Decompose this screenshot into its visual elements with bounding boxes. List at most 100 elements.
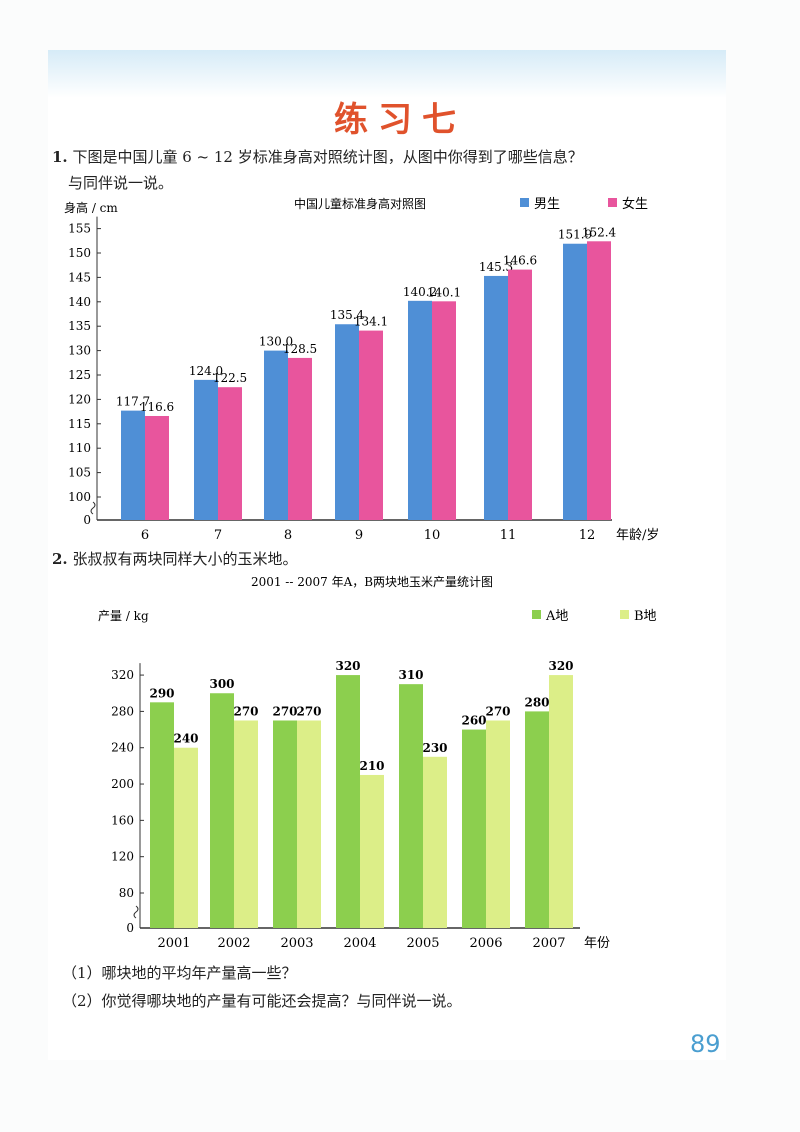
- x-axis-label: 年份: [584, 936, 610, 951]
- bar: [563, 243, 587, 520]
- y-tick-label: 240: [111, 741, 134, 755]
- y-tick-label: 120: [111, 850, 134, 864]
- bar: [462, 729, 486, 928]
- question-1-line2: 与同伴说一说。: [68, 174, 174, 192]
- legend-label: 男生: [534, 197, 560, 212]
- data-label: 280: [524, 695, 549, 709]
- question-text: 张叔叔有两块同样大小的玉米地。: [72, 550, 298, 568]
- data-label: 134.1: [354, 315, 388, 329]
- data-label: 117.7: [116, 395, 150, 409]
- y-tick-label: 280: [111, 704, 134, 718]
- bar: [145, 415, 169, 520]
- page-number: 89: [690, 1030, 721, 1058]
- y-tick-label: 115: [68, 417, 91, 431]
- data-label: 270: [272, 704, 297, 718]
- sub-question-2: （2）你觉得哪块地的产量有可能还会提高？与同伴说一说。: [62, 992, 462, 1010]
- y-tick-label: 150: [68, 246, 91, 260]
- question-number: 2.: [52, 550, 68, 568]
- x-tick-label: 2002: [217, 936, 250, 951]
- legend-swatch: [620, 610, 629, 619]
- data-label: 310: [398, 668, 423, 682]
- bar: [297, 720, 321, 928]
- x-tick-label: 9: [355, 528, 363, 543]
- bar: [484, 275, 508, 520]
- y-axis-label: 身高 / cm: [64, 200, 118, 215]
- data-label: 270: [233, 704, 258, 718]
- data-label: 122.5: [213, 371, 247, 385]
- bar: [432, 301, 456, 520]
- y-axis-label: 产量 / kg: [98, 609, 149, 623]
- bar: [587, 241, 611, 520]
- x-tick-label: 2001: [157, 936, 190, 951]
- bar: [210, 693, 234, 928]
- bar: [264, 350, 288, 520]
- legend-label: 女生: [622, 196, 648, 212]
- x-tick-label: 8: [284, 528, 292, 543]
- bar: [525, 711, 549, 928]
- legend-swatch: [608, 198, 617, 207]
- axis-break: [133, 905, 139, 919]
- x-tick-label: 11: [500, 528, 517, 543]
- bar: [336, 675, 360, 928]
- x-tick-label: 2003: [280, 936, 313, 951]
- x-axis-label: 年龄/岁: [616, 528, 659, 543]
- header-band: [48, 50, 726, 98]
- y-tick-label: 320: [111, 668, 134, 682]
- y-tick-label: 140: [68, 295, 91, 309]
- x-tick-label: 2004: [343, 936, 376, 951]
- bar: [359, 330, 383, 520]
- x-tick-label: 6: [141, 528, 149, 543]
- y-tick-label: 110: [68, 441, 91, 455]
- legend-label: B地: [634, 609, 657, 624]
- y-tick-label: 0: [126, 921, 134, 935]
- page-title: 练习七: [334, 100, 466, 140]
- data-label: 152.4: [582, 225, 617, 239]
- bar: [194, 379, 218, 520]
- y-tick-label: 105: [68, 466, 91, 480]
- bar: [399, 684, 423, 928]
- bar: [360, 774, 384, 928]
- legend-label: A地: [545, 609, 568, 624]
- bar: [150, 702, 174, 928]
- y-tick-label: 120: [68, 392, 91, 406]
- bar: [288, 357, 312, 520]
- sub-question-1: （1）哪块地的平均年产量高一些？: [62, 964, 297, 982]
- y-tick-label: 145: [68, 270, 91, 284]
- y-tick-label: 130: [68, 344, 91, 358]
- y-tick-label: 125: [68, 368, 91, 382]
- legend-swatch: [520, 198, 529, 207]
- y-tick-label: 135: [68, 319, 91, 333]
- data-label: 130.0: [259, 335, 293, 349]
- y-tick-label: 80: [119, 886, 134, 900]
- data-label: 270: [485, 704, 510, 718]
- data-label: 151.9: [558, 228, 592, 242]
- x-tick-label: 10: [424, 528, 441, 543]
- y-tick-label: 100: [68, 490, 91, 504]
- data-label: 140.2: [403, 285, 437, 299]
- data-label: 116.6: [140, 400, 174, 414]
- data-label: 128.5: [283, 342, 317, 356]
- question-2: 2. 张叔叔有两块同样大小的玉米地。: [52, 548, 297, 569]
- y-tick-label: 200: [111, 777, 134, 791]
- data-label: 270: [296, 704, 321, 718]
- question-number: 1.: [52, 148, 68, 166]
- data-label: 260: [461, 714, 486, 728]
- bar: [273, 720, 297, 928]
- x-tick-label: 7: [214, 528, 222, 543]
- bar: [234, 720, 258, 928]
- data-label: 320: [335, 659, 360, 673]
- data-label: 290: [149, 686, 174, 700]
- bar: [423, 756, 447, 928]
- y-tick-label: 155: [68, 222, 91, 236]
- data-label: 135.4: [330, 308, 365, 322]
- data-label: 146.6: [503, 254, 537, 268]
- axis-break: [90, 501, 96, 515]
- chart-title: 2001 -- 2007 年A，B两块地玉米产量统计图: [251, 575, 493, 589]
- bar: [408, 300, 432, 520]
- data-label: 140.1: [427, 285, 461, 299]
- x-tick-label: 2006: [469, 936, 502, 951]
- question-1: 1. 下图是中国儿童 6 ~ 12 岁标准身高对照统计图，从图中你得到了哪些信息…: [52, 146, 583, 167]
- y-tick-label: 0: [83, 513, 91, 527]
- bar: [508, 269, 532, 520]
- data-label: 210: [359, 759, 384, 773]
